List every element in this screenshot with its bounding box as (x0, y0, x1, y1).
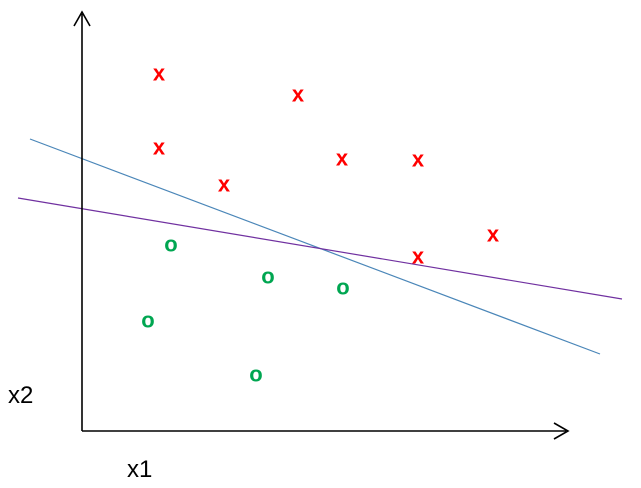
separating-line-blue (29, 138, 601, 355)
y-axis-arrowhead (73, 10, 91, 27)
point-o-5: o (249, 362, 262, 387)
y-axis-label: x2 (8, 382, 33, 409)
x-axis-arrowhead (553, 422, 570, 440)
point-x-2: x (292, 82, 305, 107)
point-x-1: x (153, 61, 166, 86)
point-x-4: x (336, 146, 349, 171)
point-x-8: x (412, 244, 425, 269)
point-o-2: o (261, 264, 274, 289)
point-x-6: x (218, 172, 231, 197)
point-o-3: o (336, 275, 349, 300)
x-axis-label: x1 (127, 456, 152, 483)
point-x-7: x (487, 222, 500, 247)
point-x-5: x (412, 147, 425, 172)
point-x-3: x (153, 135, 166, 160)
separating-lines (17, 138, 623, 355)
separating-line-purple (17, 197, 623, 300)
data-points: x x x x x x x x o o o o o (141, 61, 500, 387)
point-o-4: o (141, 308, 154, 333)
point-o-1: o (164, 232, 177, 257)
